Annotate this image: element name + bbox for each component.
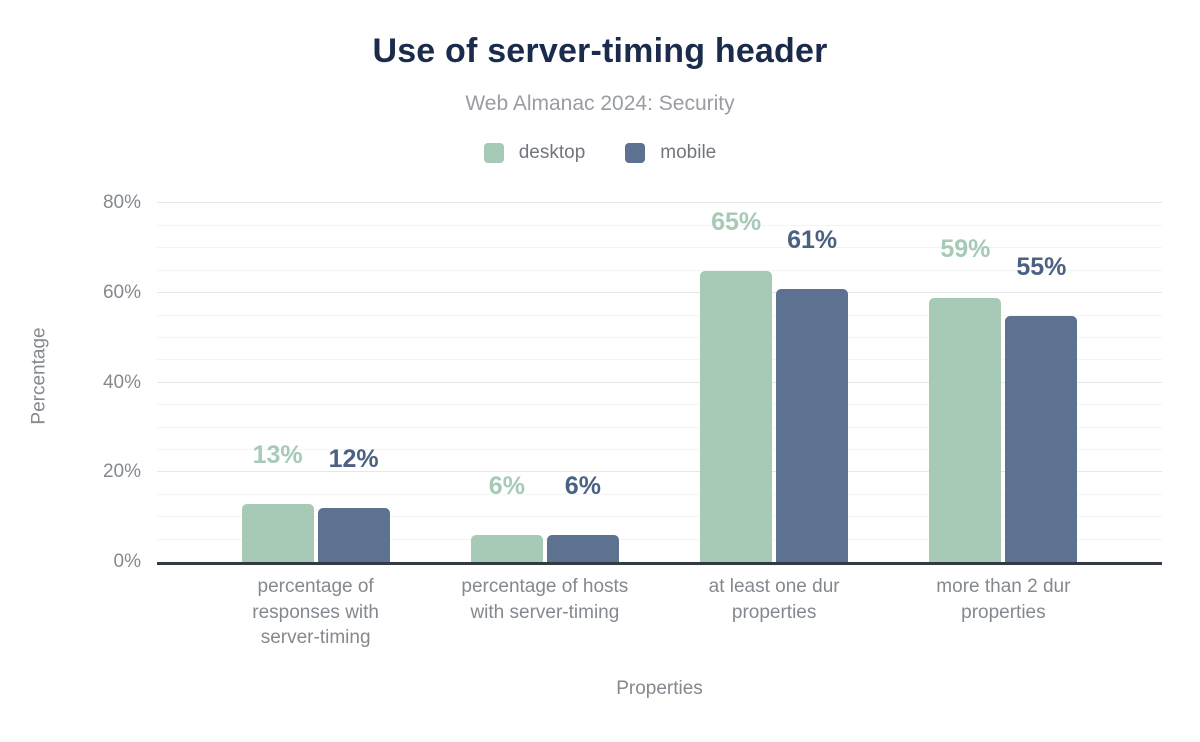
- x-axis-labels: percentage of responses with server-timing…: [201, 574, 1118, 651]
- gridline-80: [157, 202, 1162, 204]
- bar-value-label-mobile-1: 6%: [564, 472, 601, 501]
- y-tick-label-80: 80%: [102, 192, 141, 214]
- legend-label-desktop: desktop: [518, 142, 586, 163]
- gridline-55: [157, 314, 1162, 316]
- bar-col-desktop-1: 6%: [470, 190, 543, 562]
- bar-mobile-0[interactable]: [317, 508, 390, 562]
- gridline-25: [157, 448, 1162, 450]
- y-tick-label-60: 60%: [102, 282, 141, 304]
- x-category-label-1: percentage of hosts with server-timing: [461, 576, 629, 623]
- gridline-75: [157, 224, 1162, 226]
- gridline-70: [157, 247, 1162, 249]
- bar-mobile-1[interactable]: [546, 535, 619, 562]
- bar-desktop-2[interactable]: [700, 270, 773, 562]
- legend-label-mobile: mobile: [660, 142, 717, 163]
- bar-group-2: 65% 61%: [660, 190, 889, 562]
- bar-value-label-desktop-0: 13%: [252, 440, 303, 469]
- gridline-15: [157, 493, 1162, 495]
- bar-value-label-desktop-3: 59%: [940, 234, 991, 263]
- desktop-swatch-icon: [483, 143, 504, 163]
- mobile-swatch-icon: [625, 143, 646, 163]
- gridline-60: [157, 292, 1162, 294]
- gridline-45: [157, 359, 1162, 361]
- x-axis-title: Properties: [616, 678, 703, 699]
- plot-area: 13% 12% 6% 6% 65% 61% 59% 55% 0% 20% 40% 60% 80%: [103, 190, 1162, 572]
- gridline-50: [157, 336, 1162, 338]
- bar-col-desktop-0: 13%: [241, 190, 314, 562]
- bar-mobile-3[interactable]: [1005, 315, 1078, 562]
- gridline-5: [157, 538, 1162, 540]
- bar-value-label-mobile-2: 61%: [787, 225, 838, 254]
- bar-col-mobile-2: 61%: [776, 190, 849, 562]
- bar-col-mobile-3: 55%: [1005, 190, 1078, 562]
- bar-value-label-mobile-3: 55%: [1016, 252, 1067, 281]
- bar-col-mobile-0: 12%: [317, 190, 390, 562]
- y-tick-label-0: 0%: [113, 551, 141, 572]
- gridline-10: [157, 516, 1162, 518]
- bar-value-label-desktop-1: 6%: [488, 472, 525, 501]
- x-category-label-3: more than 2 dur properties: [936, 576, 1071, 623]
- gridline-65: [157, 269, 1162, 271]
- x-category-label-0: percentage of responses with server-timing: [252, 576, 379, 649]
- gridline-40: [157, 381, 1162, 383]
- legend-item-desktop[interactable]: desktop: [483, 142, 586, 164]
- bar-group-3: 59% 55%: [889, 190, 1118, 562]
- gridline-35: [157, 404, 1162, 406]
- gridline-20: [157, 471, 1162, 473]
- bar-group-1: 6% 6%: [430, 190, 659, 562]
- bar-desktop-1[interactable]: [470, 535, 543, 562]
- bar-value-label-desktop-2: 65%: [711, 207, 762, 236]
- bar-desktop-3[interactable]: [929, 297, 1002, 562]
- x-category-label-2: at least one dur properties: [708, 576, 840, 623]
- bar-col-desktop-3: 59%: [929, 190, 1002, 562]
- y-tick-label-20: 20%: [102, 461, 141, 483]
- bar-mobile-2[interactable]: [776, 288, 849, 562]
- y-tick-label-40: 40%: [102, 371, 141, 393]
- chart-subtitle: Web Almanac 2024: Security: [465, 92, 735, 115]
- legend-item-mobile[interactable]: mobile: [625, 142, 716, 164]
- bar-value-label-mobile-0: 12%: [328, 445, 379, 474]
- bar-groups: 13% 12% 6% 6% 65% 61% 59% 55%: [201, 190, 1118, 562]
- gridline-30: [157, 426, 1162, 428]
- bar-col-desktop-2: 65%: [700, 190, 773, 562]
- chart-title: Use of server-timing header: [372, 32, 828, 70]
- legend: desktop mobile: [0, 142, 1200, 164]
- bar-col-mobile-1: 6%: [546, 190, 619, 562]
- bar-group-0: 13% 12%: [201, 190, 430, 562]
- bar-desktop-0[interactable]: [241, 503, 314, 562]
- y-axis-title-wrap: Percentage: [18, 190, 62, 562]
- y-axis-title: Percentage: [29, 327, 50, 425]
